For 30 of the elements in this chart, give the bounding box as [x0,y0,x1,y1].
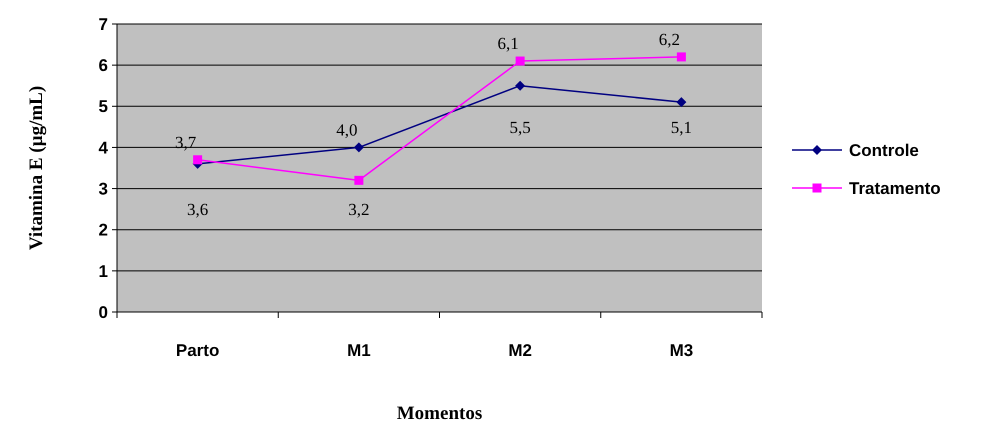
data-label: 3,6 [187,200,208,220]
x-tick-label: M3 [670,341,694,360]
point [193,155,202,164]
y-tick-label: 3 [98,180,108,199]
y-tick-label: 5 [98,97,108,116]
x-axis-title: Momentos [396,403,482,424]
point [515,80,526,91]
y-tick-label: 6 [98,56,108,76]
point [676,52,686,62]
data-label: 5,5 [510,118,531,137]
legend-label: Tratamento [849,178,941,198]
y-tick-label: 0 [98,302,108,322]
point [516,56,525,66]
data-label: 6,1 [498,34,519,54]
y-tick-label: 1 [98,262,108,281]
data-label: 6,2 [658,30,680,49]
data-label: 5,1 [670,118,692,137]
y-tick-label: 4 [98,138,109,158]
y-tick-label: 2 [98,220,108,240]
y-tick-label: 7 [98,14,108,34]
point [676,97,686,108]
legend-label: Controle [849,140,919,160]
x-tick-label: Parto [176,341,220,360]
data-label: 4,0 [336,120,358,140]
x-tick-label: M1 [347,341,371,360]
point [354,176,364,185]
point [354,142,364,152]
y-axis-title: Vitamina E (µg/mL) [26,86,47,250]
x-tick-label: M2 [508,341,532,360]
data-label: 3,2 [348,200,370,220]
